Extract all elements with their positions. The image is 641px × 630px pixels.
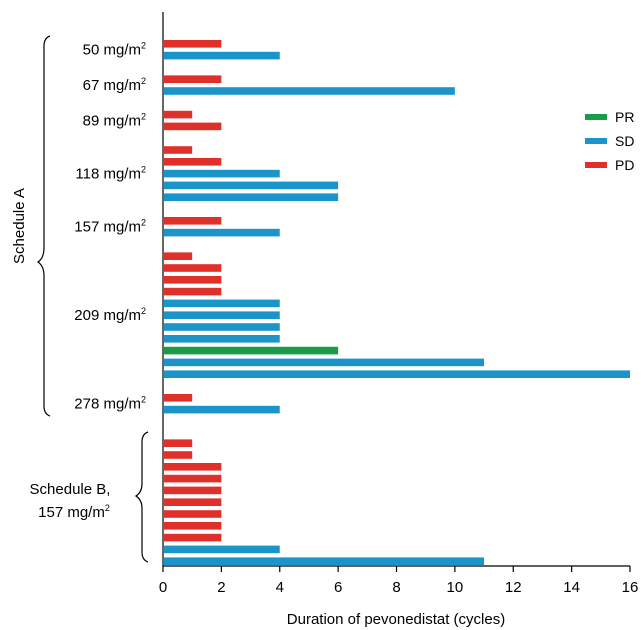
bar-sd: [164, 87, 455, 95]
bar-pd: [164, 533, 222, 542]
dose-label: 89 mg/m2: [83, 112, 146, 130]
x-tick-label: 2: [217, 579, 225, 596]
x-tick-label: 10: [447, 579, 464, 596]
bar-pd: [164, 522, 222, 530]
schedule-b-label-line2: 157 mg/m2: [38, 503, 110, 521]
x-axis-title: Duration of pevonedistat (cycles): [287, 611, 505, 628]
bar-sd: [164, 51, 280, 60]
bar-sd: [164, 193, 339, 201]
bar-pd: [164, 264, 222, 272]
dose-label: 118 mg/m2: [75, 165, 146, 183]
bar-pd: [164, 486, 222, 495]
bar-pd: [164, 287, 222, 296]
legend-swatch-pr: [585, 114, 607, 120]
bar-sd: [164, 370, 630, 378]
bar-pr: [164, 346, 339, 355]
legend-swatch-pd: [585, 162, 607, 168]
legend-label-sd: SD: [615, 133, 634, 149]
dose-label: 157 mg/m2: [74, 218, 146, 236]
x-tick-label: 8: [392, 579, 400, 596]
bar-pd: [164, 276, 222, 284]
x-tick-label: 6: [334, 579, 342, 596]
x-tick-label: 0: [159, 579, 167, 596]
x-tick-label: 14: [563, 579, 580, 596]
dose-label: 67 mg/m2: [83, 76, 146, 94]
bar-sd: [164, 169, 280, 178]
bar-sd: [164, 323, 280, 331]
bar-sd: [164, 557, 485, 565]
bar-pd: [164, 439, 193, 447]
legend-label-pr: PR: [615, 109, 634, 125]
bar-pd: [164, 217, 222, 225]
dose-labels-layer: 50 mg/m2 67 mg/m2 89 mg/m2 118 mg/m2 157 mg/…: [74, 41, 146, 413]
dose-label: 50 mg/m2: [83, 41, 146, 59]
bar-pd: [164, 110, 193, 119]
bar-sd: [164, 545, 280, 554]
axes-layer: [162, 12, 630, 567]
bar-sd: [164, 181, 339, 190]
bar-pd: [164, 510, 222, 518]
legend-swatch-sd: [585, 138, 607, 144]
bar-sd: [164, 335, 280, 343]
bar-pd: [164, 498, 222, 506]
schedule-a-label: Schedule A: [11, 188, 28, 264]
bar-pd: [164, 394, 193, 402]
legend-label-pd: PD: [615, 157, 634, 173]
schedule-b-label-line1: Schedule B,: [30, 481, 111, 498]
schedule-b-brace: [134, 431, 149, 563]
bar-sd: [164, 358, 485, 367]
bar-pd: [164, 451, 193, 459]
bar-pd: [164, 122, 222, 131]
dose-label: 278 mg/m2: [74, 395, 146, 413]
dose-label: 209 mg/m2: [74, 306, 146, 324]
bar-sd: [164, 299, 280, 308]
bar-sd: [164, 405, 280, 414]
bar-pd: [164, 146, 193, 154]
bar-pd: [164, 252, 193, 260]
x-tick-label: 4: [276, 579, 284, 596]
bar-pd: [164, 158, 222, 166]
bar-pd: [164, 463, 222, 471]
bar-sd: [164, 311, 280, 319]
bar-pd: [164, 40, 222, 48]
x-tick-label: 12: [505, 579, 522, 596]
bar-pd: [164, 75, 222, 83]
x-tick-label: 16: [622, 579, 639, 596]
bar-pd: [164, 474, 222, 483]
bar-sd: [164, 228, 280, 237]
schedule-a-brace: [36, 35, 51, 417]
legend: PR SD PD: [585, 109, 634, 173]
bars-layer: [164, 40, 630, 565]
x-ticks-layer: 0 2 4 6 8 10 12 14 16: [159, 566, 639, 596]
schedule-brackets: [36, 35, 149, 563]
